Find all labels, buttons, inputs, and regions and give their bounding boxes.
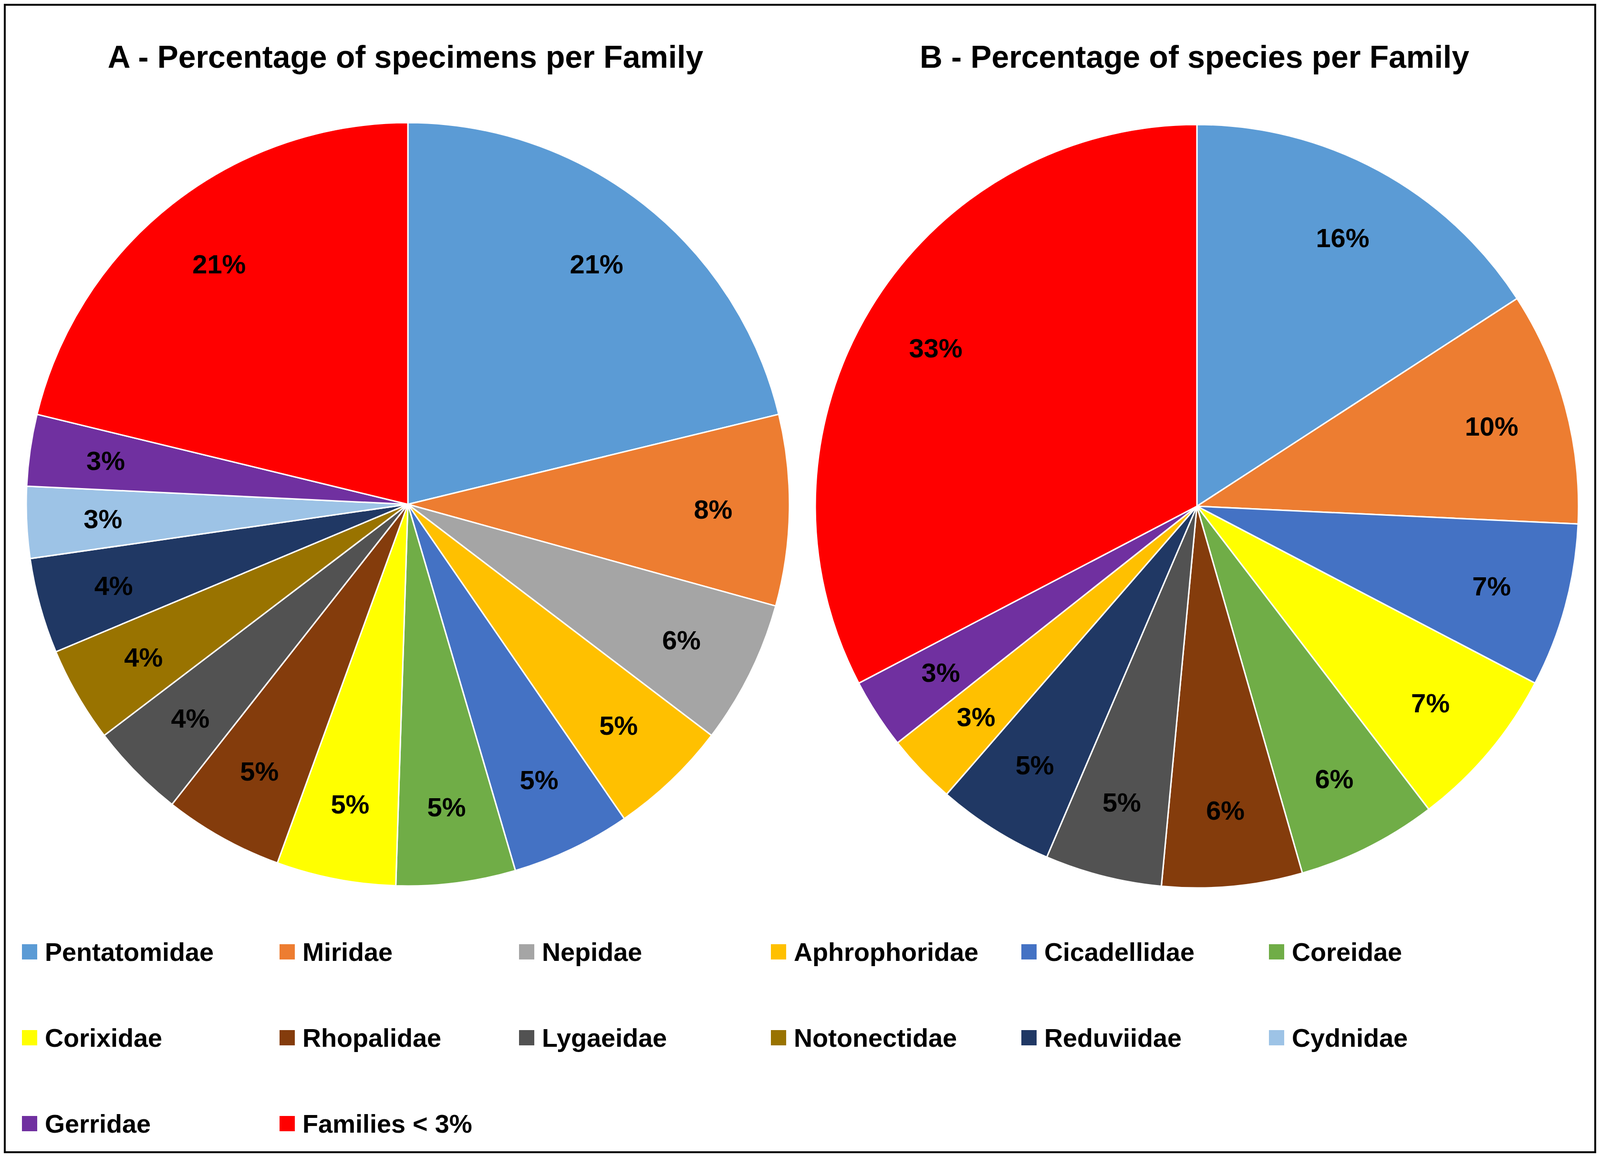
html-text:Coreidae: Coreidae — [1291, 937, 1403, 967]
svg-text:3%: 3% — [956, 701, 996, 732]
svg-text:6%: 6% — [1314, 763, 1354, 794]
html-text:Miridae: Miridae — [302, 937, 393, 967]
html-text:Nepidae: Nepidae — [541, 937, 643, 967]
svg-text:3%: 3% — [921, 657, 961, 688]
svg-text:21%: 21% — [192, 249, 246, 280]
svg-text:33%: 33% — [908, 332, 963, 364]
html-text:Rhopalidae: Rhopalidae — [302, 1023, 442, 1052]
svg-text:4%: 4% — [94, 570, 134, 601]
svg-text:10%: 10% — [1464, 411, 1519, 442]
html-text:Families < 3%: Families < 3% — [302, 1109, 473, 1138]
svg-text:6%: 6% — [1205, 795, 1245, 826]
svg-text:8%: 8% — [693, 494, 733, 525]
html-text:Aphrophoridae: Aphrophoridae — [793, 937, 979, 967]
svg-text:7%: 7% — [1411, 687, 1450, 718]
html-text:Notonectidae: Notonectidae — [793, 1023, 957, 1052]
html-text:Cicadellidae: Cicadellidae — [1044, 937, 1195, 967]
svg-text:4%: 4% — [124, 642, 163, 673]
html-text:Pentatomidae: Pentatomidae — [44, 937, 214, 967]
html-text:Lygaeidae: Lygaeidae — [541, 1023, 667, 1052]
svg-text:5%: 5% — [1015, 749, 1055, 780]
html-text:A - Percentage of specimens pe: A - Percentage of specimens per Family — [107, 39, 704, 75]
svg-text:5%: 5% — [599, 710, 638, 741]
html-text:Cydnidae: Cydnidae — [1291, 1023, 1408, 1052]
html-text:Corixidae: Corixidae — [44, 1023, 163, 1052]
svg-text:5%: 5% — [239, 756, 279, 787]
svg-text:16%: 16% — [1315, 222, 1370, 253]
svg-text:3%: 3% — [83, 503, 123, 534]
svg-text:5%: 5% — [330, 789, 370, 820]
svg-text:5%: 5% — [427, 791, 467, 822]
html-text:Gerridae: Gerridae — [44, 1109, 151, 1138]
svg-text:5%: 5% — [519, 764, 559, 795]
svg-text:21%: 21% — [570, 249, 624, 280]
svg-text:6%: 6% — [662, 624, 701, 655]
html-text:Reduviidae: Reduviidae — [1044, 1023, 1182, 1052]
svg-text:3%: 3% — [86, 445, 125, 476]
html-text:B - Percentage of species per: B - Percentage of species per Family — [919, 39, 1470, 75]
svg-text:4%: 4% — [170, 703, 210, 734]
svg-text:5%: 5% — [1102, 787, 1142, 818]
svg-text:7%: 7% — [1472, 571, 1511, 602]
